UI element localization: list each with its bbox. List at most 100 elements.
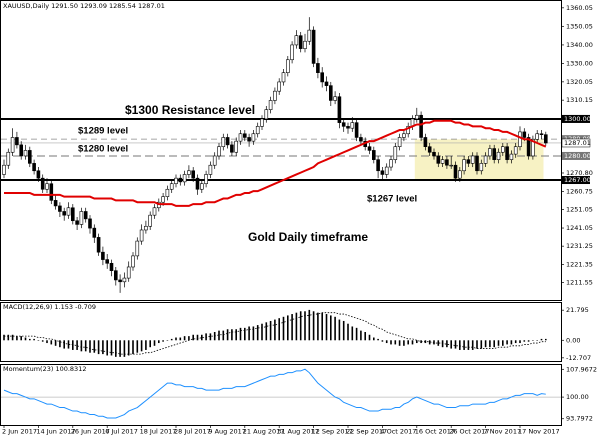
macd-bar <box>330 315 332 341</box>
x-tick-label: 14 Jun 2017 <box>36 428 75 436</box>
y-tick-label: 1340.00 <box>566 41 593 49</box>
candle-body <box>135 240 140 257</box>
candle-body <box>148 214 152 227</box>
macd-bar <box>519 340 521 344</box>
x-tick-label: 26 Jun 2017 <box>71 428 110 436</box>
candle-body <box>187 170 191 175</box>
candle-body <box>539 133 544 135</box>
x-tick-label: 31 Aug 2017 <box>277 428 319 436</box>
macd-bar <box>282 316 285 341</box>
candle-body <box>466 159 471 164</box>
macd-bar <box>287 315 289 341</box>
y-tick-label: 1330.00 <box>566 59 593 67</box>
macd-bar <box>235 329 237 341</box>
macd-bar <box>480 340 483 349</box>
x-tick-label: 6 Jul 2017 <box>105 428 138 436</box>
macd-bar <box>463 340 465 350</box>
macd-bar <box>407 340 409 345</box>
macd-bar <box>63 340 65 349</box>
macd-bar <box>239 327 242 341</box>
macd-bar <box>175 337 177 341</box>
y-tick-label: 21.795 <box>566 306 589 314</box>
candle-body <box>324 81 329 86</box>
y-tick-label: 93.7972 <box>566 415 593 423</box>
y-tick-label: 1350.05 <box>566 22 593 30</box>
macd-bar <box>510 340 513 345</box>
y-tick-label: 1251.05 <box>566 206 593 214</box>
candle-body <box>62 211 67 216</box>
macd-bar <box>153 340 156 346</box>
candle-body <box>281 72 286 83</box>
macd-bar <box>493 340 495 348</box>
level-label: 1267.00 <box>564 176 591 184</box>
macd-bar <box>256 325 259 341</box>
macd-bar <box>149 340 151 348</box>
macd-bar <box>291 314 293 341</box>
level-label-box <box>562 176 590 185</box>
candle-body <box>453 164 458 179</box>
macd-bar <box>16 336 18 341</box>
macd-bar <box>192 334 194 341</box>
candle-body <box>217 146 221 157</box>
candle-body <box>436 155 441 164</box>
candle-body <box>479 163 484 172</box>
candle-body <box>36 170 41 179</box>
candle-body <box>208 164 213 175</box>
macd-bar <box>46 340 48 344</box>
macd-bar <box>321 312 323 341</box>
macd-bar <box>532 340 534 341</box>
candle-body <box>49 183 54 201</box>
y-tick-label: 1320.05 <box>566 78 593 86</box>
macd-bar <box>97 340 100 355</box>
macd-bar <box>459 340 461 350</box>
macd-bar <box>209 333 212 341</box>
candle-body <box>423 137 428 148</box>
candle-body <box>543 134 548 144</box>
macd-bar <box>119 340 121 357</box>
macd-bar <box>201 334 203 341</box>
macd-bar <box>347 323 349 341</box>
macd-bar <box>334 316 336 341</box>
level-label: 1300.00 <box>564 115 591 123</box>
macd-bar <box>437 340 440 346</box>
macd-bar <box>368 334 371 341</box>
macd-bar <box>312 311 315 341</box>
candle-body <box>505 146 509 160</box>
momentum-line <box>3 368 546 419</box>
candle-body <box>483 155 488 164</box>
candle-body <box>144 225 148 231</box>
y-tick-label: 1211.55 <box>566 279 593 287</box>
macd-bar <box>145 340 147 350</box>
candle-body <box>260 118 264 127</box>
candle-body <box>432 151 436 157</box>
macd-bar <box>7 334 10 341</box>
candle-body <box>531 139 535 157</box>
macd-bar <box>127 340 130 356</box>
y-tick-label: 1360.05 <box>566 4 593 12</box>
candle-body <box>307 29 312 42</box>
macd-bar <box>67 340 70 349</box>
macd-bar <box>244 327 246 341</box>
candle-body <box>371 150 376 160</box>
candle-body <box>367 146 372 151</box>
macd-bar <box>304 311 306 341</box>
candle-body <box>376 159 380 172</box>
candle-body <box>23 150 28 157</box>
macd-bar <box>377 338 379 341</box>
y-tick-label: 100.00 <box>566 393 589 401</box>
candle-body <box>10 137 15 153</box>
y-tick-label: 1241.05 <box>566 224 593 232</box>
candle-body <box>350 122 355 129</box>
candle-body <box>114 270 118 281</box>
macd-bar <box>72 340 74 350</box>
macd-bar <box>360 330 362 341</box>
macd-bar <box>342 320 345 341</box>
macd-bar <box>222 330 225 341</box>
macd-bar <box>381 340 384 342</box>
candle-body <box>27 150 32 164</box>
candle-body <box>247 137 251 142</box>
candle-body <box>535 133 540 140</box>
macd-bar <box>403 340 405 346</box>
candle-body <box>92 227 97 238</box>
